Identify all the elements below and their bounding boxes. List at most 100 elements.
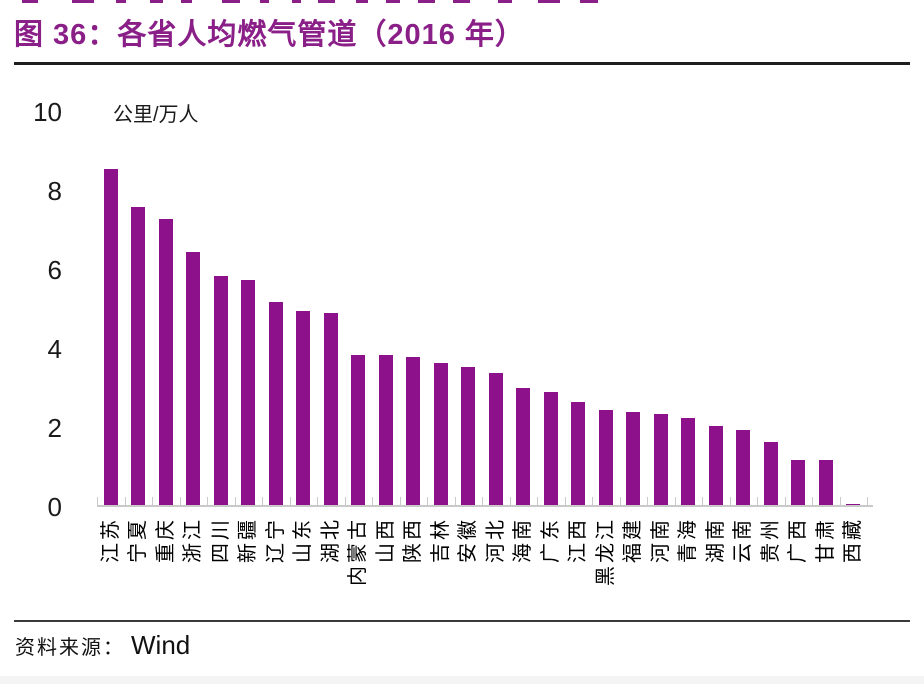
x-axis-label: 青海 — [677, 517, 700, 563]
bar — [461, 366, 476, 505]
x-axis-label: 福建 — [622, 517, 645, 563]
x-axis-label: 安徽 — [457, 517, 480, 563]
y-axis-unit-label: 公里/万人 — [113, 104, 199, 126]
footer-divider-rule — [14, 620, 910, 622]
x-axis-label: 辽宁 — [264, 517, 287, 563]
x-axis-label: 湖南 — [704, 517, 727, 563]
bar — [543, 392, 558, 505]
bar — [131, 206, 146, 505]
axis-tick — [564, 497, 566, 505]
bar — [488, 372, 503, 505]
axis-tick — [372, 497, 373, 505]
bar — [626, 412, 641, 505]
x-axis-label: 四川 — [209, 517, 232, 563]
bar — [103, 169, 118, 505]
x-axis-label: 河北 — [484, 517, 507, 563]
axis-tick — [234, 497, 236, 505]
cropped-glyph-fragment — [72, 0, 94, 3]
y-tick-label: 8 — [47, 176, 62, 206]
x-axis-label: 黑龙江 — [594, 517, 617, 586]
axis-tick — [97, 497, 98, 505]
cropped-glyph-fragment — [22, 0, 38, 3]
cropped-glyph-fragment — [116, 0, 126, 3]
axis-tick — [454, 497, 456, 505]
bar-chart-plot-area — [97, 110, 873, 507]
bar — [818, 459, 833, 505]
bar — [186, 252, 201, 505]
x-axis-label: 江西 — [567, 517, 590, 563]
cropped-glyph-fragment — [580, 0, 598, 3]
bar — [791, 459, 806, 505]
figure-title: 图 36：各省人均燃气管道（2016 年） — [14, 19, 525, 51]
x-axis-label: 广西 — [787, 517, 810, 563]
x-axis-label: 湖北 — [319, 517, 342, 563]
x-axis-label: 宁夏 — [127, 517, 150, 563]
x-axis-label: 重庆 — [154, 517, 177, 563]
axis-tick — [647, 497, 648, 505]
x-axis-label: 河南 — [649, 517, 672, 563]
bar — [158, 218, 173, 505]
x-axis-label: 江苏 — [99, 517, 122, 563]
x-axis-label: 吉林 — [429, 517, 452, 563]
screenshot-edge-strip — [0, 676, 924, 684]
x-axis-label: 广东 — [539, 517, 562, 563]
x-axis-label: 山西 — [374, 517, 397, 563]
bar — [571, 402, 586, 505]
x-axis-label: 西藏 — [842, 517, 865, 563]
bar — [378, 354, 393, 505]
bar — [268, 301, 283, 505]
bar — [653, 414, 668, 505]
axis-tick — [729, 497, 731, 505]
bar — [846, 504, 861, 505]
axis-tick — [289, 497, 291, 505]
axis-tick — [124, 497, 126, 505]
bar — [296, 311, 311, 505]
axis-tick — [482, 497, 483, 505]
bar — [241, 279, 256, 505]
axis-tick — [262, 497, 263, 505]
bar — [213, 275, 228, 505]
cropped-glyph-fragment — [292, 0, 301, 3]
bar — [406, 356, 421, 505]
cropped-glyph-fragment — [318, 0, 335, 3]
axis-tick — [427, 497, 428, 505]
source-line: 资料来源： Wind — [15, 630, 190, 661]
axis-tick — [812, 497, 813, 505]
axis-tick — [179, 497, 181, 505]
x-axis-label: 陕西 — [402, 517, 425, 563]
x-axis-baseline — [97, 505, 873, 507]
axis-tick — [399, 497, 401, 505]
x-axis-label: 甘肃 — [814, 517, 837, 563]
axis-tick — [867, 497, 868, 505]
y-tick-label: 10 — [33, 97, 62, 127]
x-axis-label: 海南 — [512, 517, 535, 563]
axis-tick — [619, 497, 621, 505]
axis-tick — [839, 497, 841, 505]
bar — [681, 418, 696, 505]
x-axis-label: 新疆 — [237, 517, 260, 563]
x-axis-label: 浙江 — [182, 517, 205, 563]
source-value: Wind — [131, 630, 191, 660]
cropped-glyph-fragment — [222, 0, 240, 3]
axis-tick — [317, 497, 318, 505]
x-axis-label: 贵州 — [759, 517, 782, 563]
y-tick-label: 0 — [47, 492, 62, 522]
cropped-glyph-fragment — [418, 0, 435, 3]
x-axis-label: 山东 — [292, 517, 315, 563]
cropped-glyph-fragment — [150, 0, 163, 3]
bar — [763, 441, 778, 505]
axis-tick — [344, 497, 346, 505]
bar — [351, 354, 366, 505]
x-axis-label: 内蒙古 — [347, 517, 370, 586]
axis-tick — [784, 497, 786, 505]
bar — [433, 362, 448, 505]
y-tick-label: 6 — [47, 255, 62, 285]
axis-tick — [509, 497, 511, 505]
axis-tick — [592, 497, 593, 505]
axis-tick — [674, 497, 676, 505]
bar — [323, 313, 338, 505]
bar — [736, 429, 751, 505]
cropped-glyph-fragment — [498, 0, 512, 3]
y-tick-label: 4 — [47, 334, 62, 364]
